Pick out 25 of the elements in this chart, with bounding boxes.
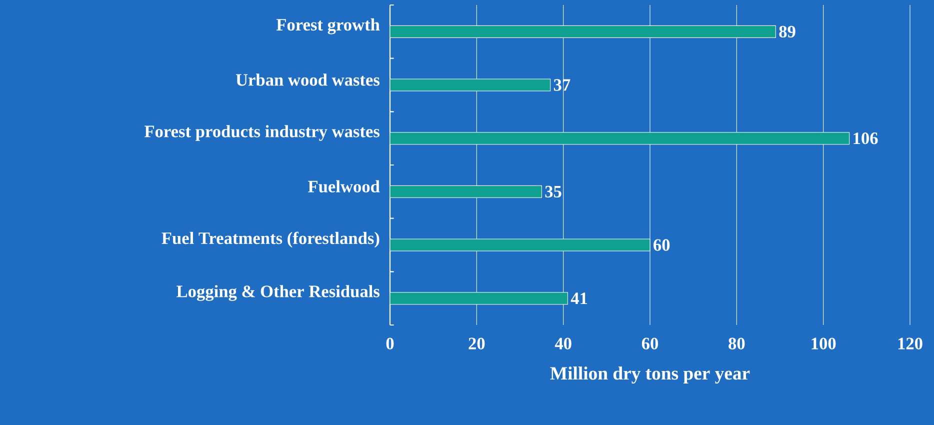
- x-tick-label: 120: [898, 338, 922, 350]
- y-tick-label: Logging & Other Residuals: [176, 285, 380, 301]
- bar: [390, 185, 542, 198]
- y-tick-label: Forest growth: [276, 18, 380, 34]
- y-tick-label: Fuelwood: [308, 180, 380, 192]
- x-axis-title: Million dry tons per year: [550, 366, 750, 384]
- x-tick-label: 100: [812, 338, 836, 350]
- x-tick-label: 40: [554, 338, 572, 350]
- bar: [390, 238, 650, 252]
- y-tick-label: Forest products industry wastes: [144, 125, 380, 141]
- data-label: 106: [854, 132, 878, 144]
- bar: [390, 78, 551, 92]
- x-tick-label: 80: [728, 338, 745, 350]
- x-tick-label: 0: [386, 338, 394, 350]
- data-label: 41: [570, 292, 588, 304]
- bar: [390, 132, 850, 145]
- y-tick-label: Urban wood wastes: [236, 74, 380, 86]
- y-tick-label: Fuel Treatments (forestlands): [162, 232, 380, 248]
- bar: [390, 292, 568, 305]
- x-tick-label: 20: [468, 338, 485, 350]
- bar: [390, 25, 776, 38]
- data-label: 35: [545, 186, 562, 198]
- data-label: 60: [654, 239, 670, 251]
- data-label: 89: [779, 26, 796, 38]
- x-tick-label: 60: [642, 338, 658, 350]
